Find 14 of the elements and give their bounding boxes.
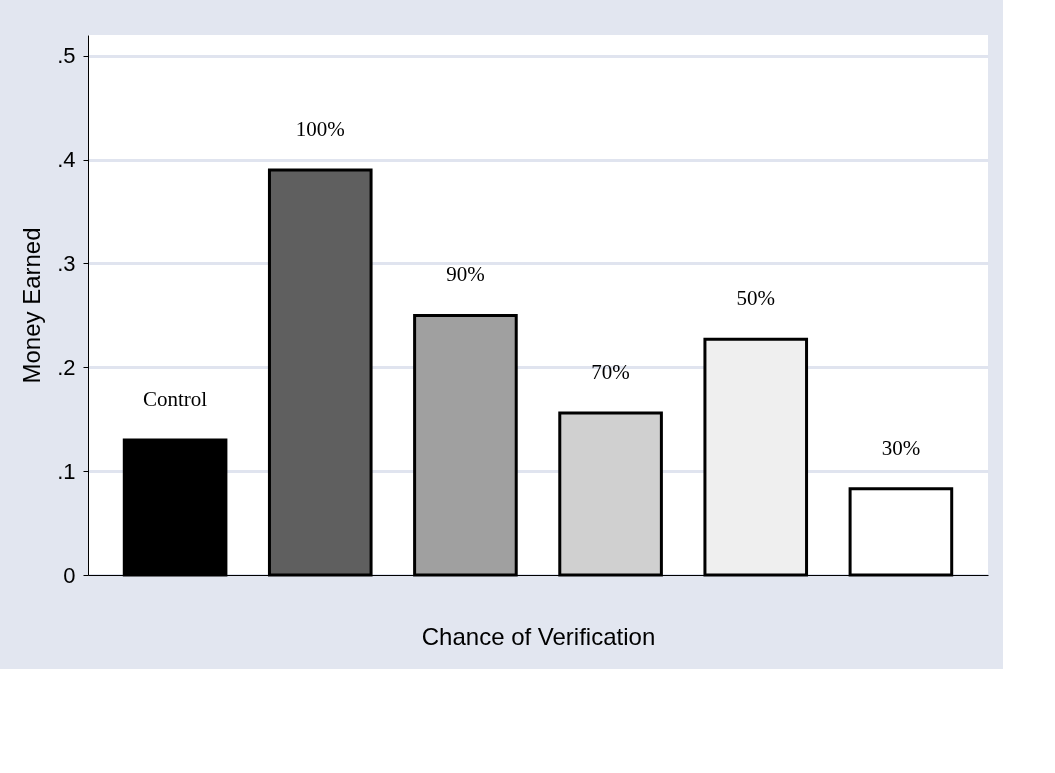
x-tick-label: 70% — [591, 360, 630, 384]
y-tick-label: .3 — [57, 250, 76, 276]
y-tick-label: .2 — [57, 354, 76, 380]
y-axis-title: Money Earned — [18, 227, 46, 384]
x-axis-title: Chance of Verification — [421, 622, 656, 650]
x-tick-label: 30% — [881, 435, 921, 460]
x-tick-label: 100% — [295, 117, 345, 141]
y-tick-label: .4 — [57, 147, 76, 173]
x-tick-label: 50% — [736, 286, 775, 311]
y-tick-label: .5 — [57, 43, 76, 69]
y-tick-label: 0 — [63, 562, 76, 588]
x-tick-label: 90% — [446, 262, 485, 287]
y-tick-label: .1 — [57, 458, 76, 484]
x-tick-label: Control — [143, 387, 208, 411]
